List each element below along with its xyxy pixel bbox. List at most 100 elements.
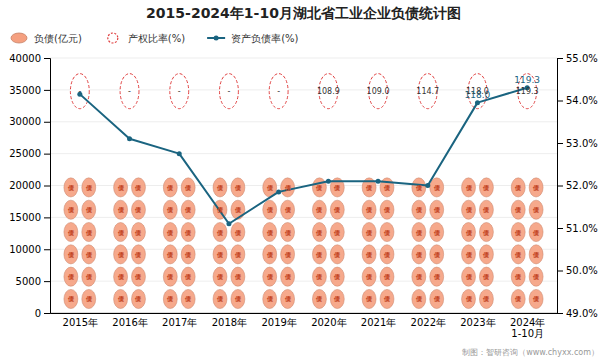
legend-symbol [108, 33, 118, 43]
tick-label-line: 2019年 [261, 317, 296, 328]
icon-ellipse [82, 267, 96, 286]
icon-ellipse [529, 245, 543, 264]
icon-ellipse [213, 289, 227, 308]
tick: 54.0% [557, 95, 598, 106]
annotation: 119.3 [514, 75, 540, 85]
icon-text: 债 [465, 184, 472, 192]
tick-label: 2024年1-10月 [510, 317, 545, 339]
icon-ellipse [82, 245, 96, 264]
legend-label: 产权比率(%) [128, 33, 185, 44]
badge-circle [120, 74, 139, 109]
icon-text: 债 [465, 251, 472, 259]
tick: 2015年 [63, 313, 98, 328]
icon-ellipse [312, 289, 326, 308]
icon-ellipse [163, 267, 177, 286]
icon-ellipse [479, 222, 493, 241]
icon-ellipse [64, 178, 78, 197]
icon-text: 债 [315, 251, 322, 259]
icon-ellipse [231, 267, 245, 286]
icon-text: 债 [166, 229, 173, 237]
icon-text: 债 [216, 251, 223, 259]
icon-ellipse [163, 289, 177, 308]
icon-text: 债 [383, 251, 390, 259]
tick: 51.0% [557, 223, 598, 234]
plot-area: 0500010000150002000025000300003500040000… [9, 53, 598, 339]
icon-text: 债 [117, 206, 124, 214]
icon-ellipse [213, 222, 227, 241]
legend-item: 资产负债率(%) [207, 33, 298, 44]
grid-line [50, 153, 557, 154]
tick-label-line: 2022年 [411, 317, 446, 328]
icon-text: 债 [134, 206, 141, 214]
icon-ellipse [412, 178, 426, 197]
icon-ellipse [430, 200, 444, 219]
icon-ellipse [479, 178, 493, 197]
icon-ellipse [163, 245, 177, 264]
tick: 2024年1-10月 [510, 313, 545, 339]
icon-text: 债 [365, 206, 372, 214]
icon-ellipse [430, 178, 444, 197]
line-point [177, 151, 182, 156]
tick: 30000 [9, 116, 50, 127]
icon-text: 债 [482, 273, 489, 281]
icon-ellipse [380, 222, 394, 241]
tick-label: 49.0% [566, 308, 598, 319]
icon-text: 债 [482, 206, 489, 214]
icon-ellipse [312, 178, 326, 197]
icon-text: 债 [333, 251, 340, 259]
icon-ellipse [82, 222, 96, 241]
grid-line [50, 217, 557, 218]
footer-note: 制图：智研咨询（www.chyxx.com） [462, 348, 599, 357]
badge-circle [219, 74, 238, 109]
icon-text: 债 [134, 184, 141, 192]
tick-label: 5000 [16, 276, 41, 287]
data-label: 109.0 [367, 87, 390, 96]
icon-text: 债 [482, 251, 489, 259]
badge-circle [170, 74, 189, 109]
tick: 15000 [9, 212, 50, 223]
icon-text: 债 [234, 273, 241, 281]
icon-ellipse [430, 222, 444, 241]
icon-text: 债 [284, 184, 291, 192]
icon-ellipse [64, 222, 78, 241]
grid-line [50, 313, 557, 314]
icon-text: 债 [365, 273, 372, 281]
tick-mark [557, 58, 563, 59]
icon-text: 债 [216, 295, 223, 303]
icon-ellipse [412, 267, 426, 286]
tick: 10000 [9, 244, 50, 255]
tick-label: 10000 [9, 244, 41, 255]
icon-ellipse [114, 178, 128, 197]
line-point [326, 179, 331, 184]
icon-text: 债 [482, 229, 489, 237]
icon-ellipse [263, 267, 277, 286]
icon-ellipse [511, 289, 525, 308]
icon-ellipse [412, 200, 426, 219]
icon-text: 债 [266, 229, 273, 237]
icon-ellipse [529, 200, 543, 219]
icon-ellipse [281, 200, 295, 219]
icon-ellipse [479, 245, 493, 264]
axis-line [558, 59, 564, 314]
tick: 52.0% [557, 180, 598, 191]
icon-ellipse [529, 222, 543, 241]
tick-label: 2022年 [411, 317, 446, 328]
icon-text: 债 [482, 295, 489, 303]
icon-ellipse [64, 200, 78, 219]
icon-text: 债 [465, 295, 472, 303]
tick-label: 25000 [9, 148, 41, 159]
tick-label-line: 2016年 [112, 317, 147, 328]
tick: 20000 [9, 180, 50, 191]
icon-ellipse [163, 178, 177, 197]
icon-ellipse [64, 289, 78, 308]
tick-label: 2019年 [261, 317, 296, 328]
icon-text: 债 [433, 229, 440, 237]
icon-ellipse [330, 200, 344, 219]
icon-ellipse [231, 200, 245, 219]
tick: 2023年 [460, 313, 495, 328]
icon-ellipse [213, 267, 227, 286]
tick-label: 54.0% [566, 95, 598, 106]
icon-text: 债 [433, 251, 440, 259]
tick-mark [557, 186, 563, 187]
icon-ellipse [330, 222, 344, 241]
